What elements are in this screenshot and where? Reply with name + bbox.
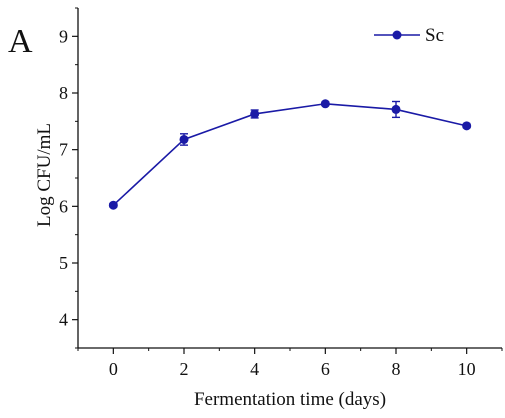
data-point bbox=[320, 99, 330, 109]
x-tick-label: 0 bbox=[109, 359, 118, 379]
y-tick-label: 8 bbox=[59, 83, 68, 103]
data-point bbox=[391, 104, 401, 114]
legend: Sc bbox=[374, 25, 444, 46]
series-line bbox=[112, 102, 467, 206]
data-point bbox=[108, 200, 118, 210]
data-point bbox=[462, 121, 472, 131]
data-point bbox=[179, 134, 189, 144]
y-tick-label: 6 bbox=[59, 196, 68, 216]
x-axis-title: Fermentation time (days) bbox=[194, 389, 386, 410]
legend-label: Sc bbox=[425, 25, 444, 46]
series-layer bbox=[108, 99, 472, 210]
legend-marker bbox=[392, 30, 402, 40]
x-tick-label: 10 bbox=[458, 359, 476, 379]
panel-label: A bbox=[8, 23, 33, 60]
y-tick-label: 5 bbox=[59, 253, 68, 273]
x-tick-label: 6 bbox=[321, 359, 330, 379]
y-tick-label: 4 bbox=[59, 310, 68, 330]
data-point bbox=[250, 109, 260, 119]
y-tick-label: 9 bbox=[59, 26, 68, 46]
x-ticks: 0 2 4 6 8 10 bbox=[77, 348, 503, 379]
y-axis-title: Log CFU/mL bbox=[34, 123, 55, 227]
x-tick-label: 2 bbox=[180, 359, 189, 379]
y-ticks: 4 5 6 7 8 9 bbox=[59, 7, 78, 349]
x-tick-label: 4 bbox=[250, 359, 259, 379]
x-tick-label: 8 bbox=[392, 359, 401, 379]
y-tick-label: 7 bbox=[59, 140, 68, 160]
